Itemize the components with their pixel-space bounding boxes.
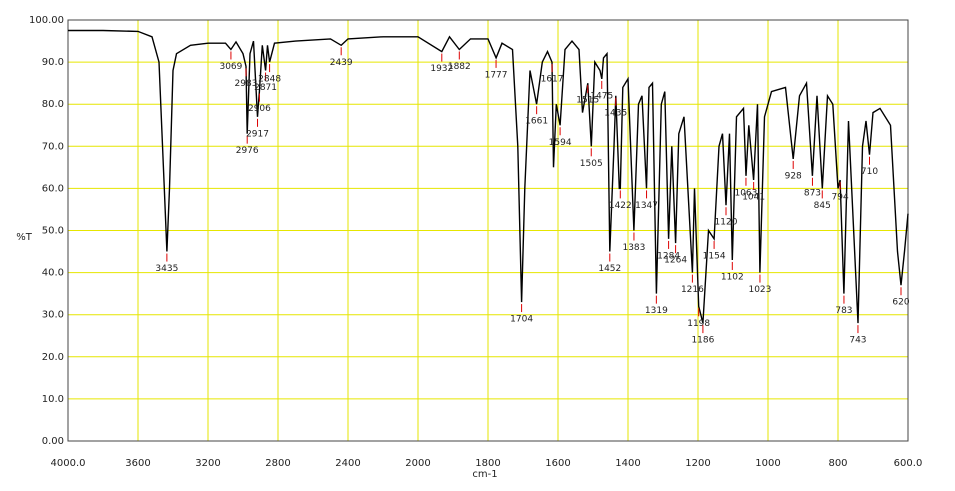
y-tick-label: 10.0 [42,394,64,405]
peak-label: 1198 [687,319,710,329]
peak-label: 1120 [715,218,738,228]
peak-label: 1661 [525,117,548,127]
x-tick-label: 4000.0 [51,458,86,469]
x-tick-label: 1400 [615,458,640,469]
peak-label: 3435 [155,264,178,274]
peak-label: 2917 [246,129,269,139]
peak-label: 1505 [580,159,603,169]
y-tick-label: 0.00 [42,436,64,447]
plot-frame [67,19,909,442]
y-tick-label: 80.0 [42,99,64,110]
peak-label: 1041 [742,192,765,202]
peak-label: 1435 [604,108,627,118]
y-axis-label: %T [16,232,33,243]
x-tick-label: 1600 [545,458,570,469]
peak-label: 2439 [330,58,353,68]
peak-label: 1347 [635,201,658,211]
peak-label: 2848 [258,75,281,85]
peak-label: 1452 [598,264,621,274]
peak-label: 1617 [541,75,564,85]
y-tick-label: 70.0 [42,141,64,152]
peak-label: 2871 [254,83,277,93]
peak-label: 1023 [748,285,771,295]
peak-label: 794 [832,192,849,202]
peak-label: 2983 [235,79,258,89]
y-tick-label: 40.0 [42,268,64,279]
peak-label: 1932 [430,64,453,74]
y-tick-label: 20.0 [42,352,64,363]
peak-label: 1284 [657,251,680,261]
x-tick-label: 1000 [755,458,780,469]
peak-label: 873 [804,188,821,198]
peak-label: 1475 [590,91,613,101]
peak-label: 1515 [576,96,599,106]
peak-label: 710 [861,167,878,177]
peak-label: 1422 [609,201,632,211]
peak-label: 1594 [549,138,572,148]
peak-label: 783 [835,306,852,316]
peak-label: 1704 [510,315,533,325]
peak-label: 928 [785,171,802,181]
y-tick-label: 30.0 [42,310,64,321]
y-tick-label: 60.0 [42,183,64,194]
peak-label: 845 [814,201,831,211]
peak-label: 1383 [622,243,645,253]
x-axis-label: cm-1 [472,469,497,480]
peak-label: 2976 [236,146,259,156]
peak-label: 1319 [645,306,668,316]
x-tick-label: 3200 [195,458,220,469]
peak-label: 1186 [691,336,714,346]
x-tick-label: 600.0 [894,458,923,469]
x-tick-label: 1800 [475,458,500,469]
y-tick-label: 100.00 [29,15,64,26]
peak-label: 1216 [681,285,704,295]
spectrum-line [68,29,909,324]
peak-label: 1102 [721,272,744,282]
x-tick-label: 2800 [265,458,290,469]
x-tick-label: 800 [828,458,847,469]
peak-label: 1154 [703,251,726,261]
peak-label: 1882 [448,62,471,72]
peak-label: 1264 [664,256,687,266]
peak-label: 1777 [485,70,508,80]
peak-label: 620 [892,298,909,308]
peak-label: 3069 [219,62,242,72]
peak-label: 2906 [248,104,271,114]
peak-label: 1063 [734,188,757,198]
x-tick-label: 2000 [405,458,430,469]
x-tick-label: 1200 [685,458,710,469]
x-tick-label: 3600 [125,458,150,469]
y-tick-label: 90.0 [42,57,64,68]
y-tick-label: 50.0 [42,226,64,237]
x-tick-label: 2400 [335,458,360,469]
peak-label: 743 [849,336,866,346]
